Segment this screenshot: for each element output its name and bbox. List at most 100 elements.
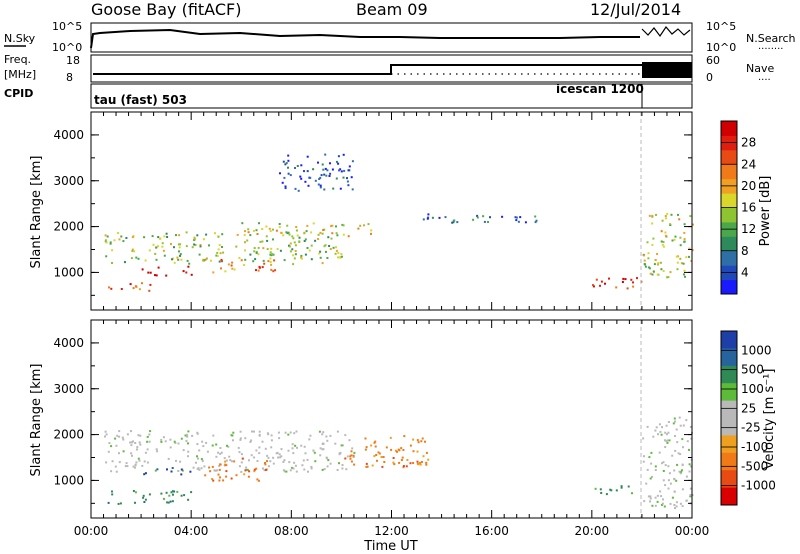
- power-cell: [683, 238, 686, 241]
- velocity-cell: [187, 450, 190, 453]
- velocity-cell: [174, 441, 177, 444]
- power-cell: [141, 268, 144, 271]
- noise-panel: N.Sky 10^5 10^0 10^5 10^0 N.Search .....…: [4, 20, 796, 54]
- power-cell: [157, 245, 160, 248]
- power-cell: [621, 281, 624, 283]
- velocity-cell: [132, 440, 134, 443]
- velocity-cell: [661, 503, 663, 506]
- velocity-cell: [272, 462, 275, 465]
- noise-right-tick-high: 10^5: [706, 20, 736, 33]
- velocity-cell: [398, 461, 401, 464]
- velocity-cell: [224, 460, 227, 463]
- velocity-cell: [402, 465, 405, 467]
- velocity-cell: [425, 451, 428, 454]
- velocity-cell: [134, 501, 136, 504]
- power-cell: [296, 234, 299, 237]
- power-cell: [240, 259, 243, 262]
- power-cell: [325, 250, 327, 253]
- power-cell: [685, 256, 688, 259]
- velocity-cell: [662, 479, 665, 482]
- velocity-cell: [648, 456, 651, 459]
- power-cell: [224, 270, 227, 273]
- power-cell: [482, 215, 485, 218]
- x-tick-labels: 00:00 04:00 08:00 12:00 16:00 20:00 00:00: [74, 524, 710, 538]
- velocity-cell: [192, 466, 195, 469]
- power-cell: [306, 155, 309, 158]
- x-tick-label: 20:00: [575, 524, 610, 538]
- power-cell: [534, 221, 537, 224]
- velocity-cell: [321, 448, 324, 451]
- velocity-cell: [257, 479, 260, 482]
- x-tick-label: 04:00: [174, 524, 209, 538]
- velocity-cell: [349, 455, 352, 458]
- power-cell: [284, 163, 287, 166]
- velocity-cell: [654, 429, 657, 432]
- velocity-cell: [169, 438, 172, 441]
- power-cell: [283, 259, 286, 262]
- velocity-cell: [671, 454, 674, 457]
- x-tick-label: 00:00: [675, 524, 710, 538]
- velocity-cell: [108, 442, 111, 445]
- power-cell: [305, 230, 308, 233]
- power-cell: [335, 249, 338, 252]
- velocity-cell: [350, 460, 353, 463]
- velocity-cell: [336, 430, 339, 433]
- velocity-cell: [223, 457, 226, 460]
- velocity-cell: [642, 437, 645, 440]
- velocity-cell: [668, 439, 671, 442]
- power-cell: [180, 258, 183, 261]
- velocity-cell: [645, 482, 648, 485]
- velocity-cell: [269, 460, 272, 463]
- velocity-cell: [208, 466, 211, 469]
- velocity-cell: [111, 493, 114, 496]
- power-cell: [152, 243, 155, 246]
- power-cell: [292, 263, 295, 266]
- velocity-colorbar-tick-label: -100: [741, 440, 768, 454]
- power-cell: [272, 228, 274, 231]
- power-cell: [288, 245, 291, 248]
- power-cell: [285, 162, 288, 165]
- power-cell: [689, 215, 692, 218]
- velocity-cell: [340, 444, 343, 447]
- velocity-cell: [679, 472, 682, 475]
- velocity-cell: [171, 467, 174, 469]
- power-cell: [284, 185, 287, 188]
- velocity-cell: [249, 440, 252, 443]
- velocity-cell: [675, 505, 678, 508]
- velocity-cell: [646, 468, 649, 471]
- velocity-cell: [651, 504, 654, 507]
- power-cell: [187, 265, 190, 268]
- power-cell: [162, 249, 165, 252]
- power-cell: [118, 238, 121, 241]
- velocity-cell: [291, 443, 294, 446]
- power-cell: [319, 184, 322, 187]
- power-cell: [310, 258, 313, 261]
- power-cell: [604, 282, 606, 285]
- velocity-cell: [250, 439, 253, 442]
- power-cell: [252, 260, 255, 263]
- velocity-cell: [665, 424, 668, 427]
- velocity-cell: [306, 458, 309, 461]
- velocity-cell: [130, 444, 133, 447]
- velocity-cell: [209, 470, 212, 473]
- cpid-mode-2: icescan 1200: [556, 82, 644, 96]
- velocity-cell: [643, 500, 646, 503]
- velocity-cell: [118, 452, 120, 455]
- power-cell: [263, 262, 266, 265]
- power-cell: [254, 258, 257, 261]
- power-cell: [348, 165, 351, 168]
- velocity-cell: [195, 461, 197, 464]
- power-cell: [319, 186, 322, 189]
- power-cell: [339, 256, 342, 259]
- velocity-cell: [654, 496, 657, 499]
- velocity-cell: [225, 475, 228, 478]
- velocity-cell: [186, 435, 189, 438]
- velocity-cell: [164, 440, 167, 443]
- velocity-cell: [325, 435, 328, 438]
- velocity-cell: [196, 432, 199, 435]
- power-cell: [173, 246, 175, 249]
- velocity-cell: [667, 465, 670, 468]
- power-colorbar-swatch: [721, 193, 737, 208]
- velocity-cell: [264, 462, 266, 464]
- power-cell: [117, 232, 120, 234]
